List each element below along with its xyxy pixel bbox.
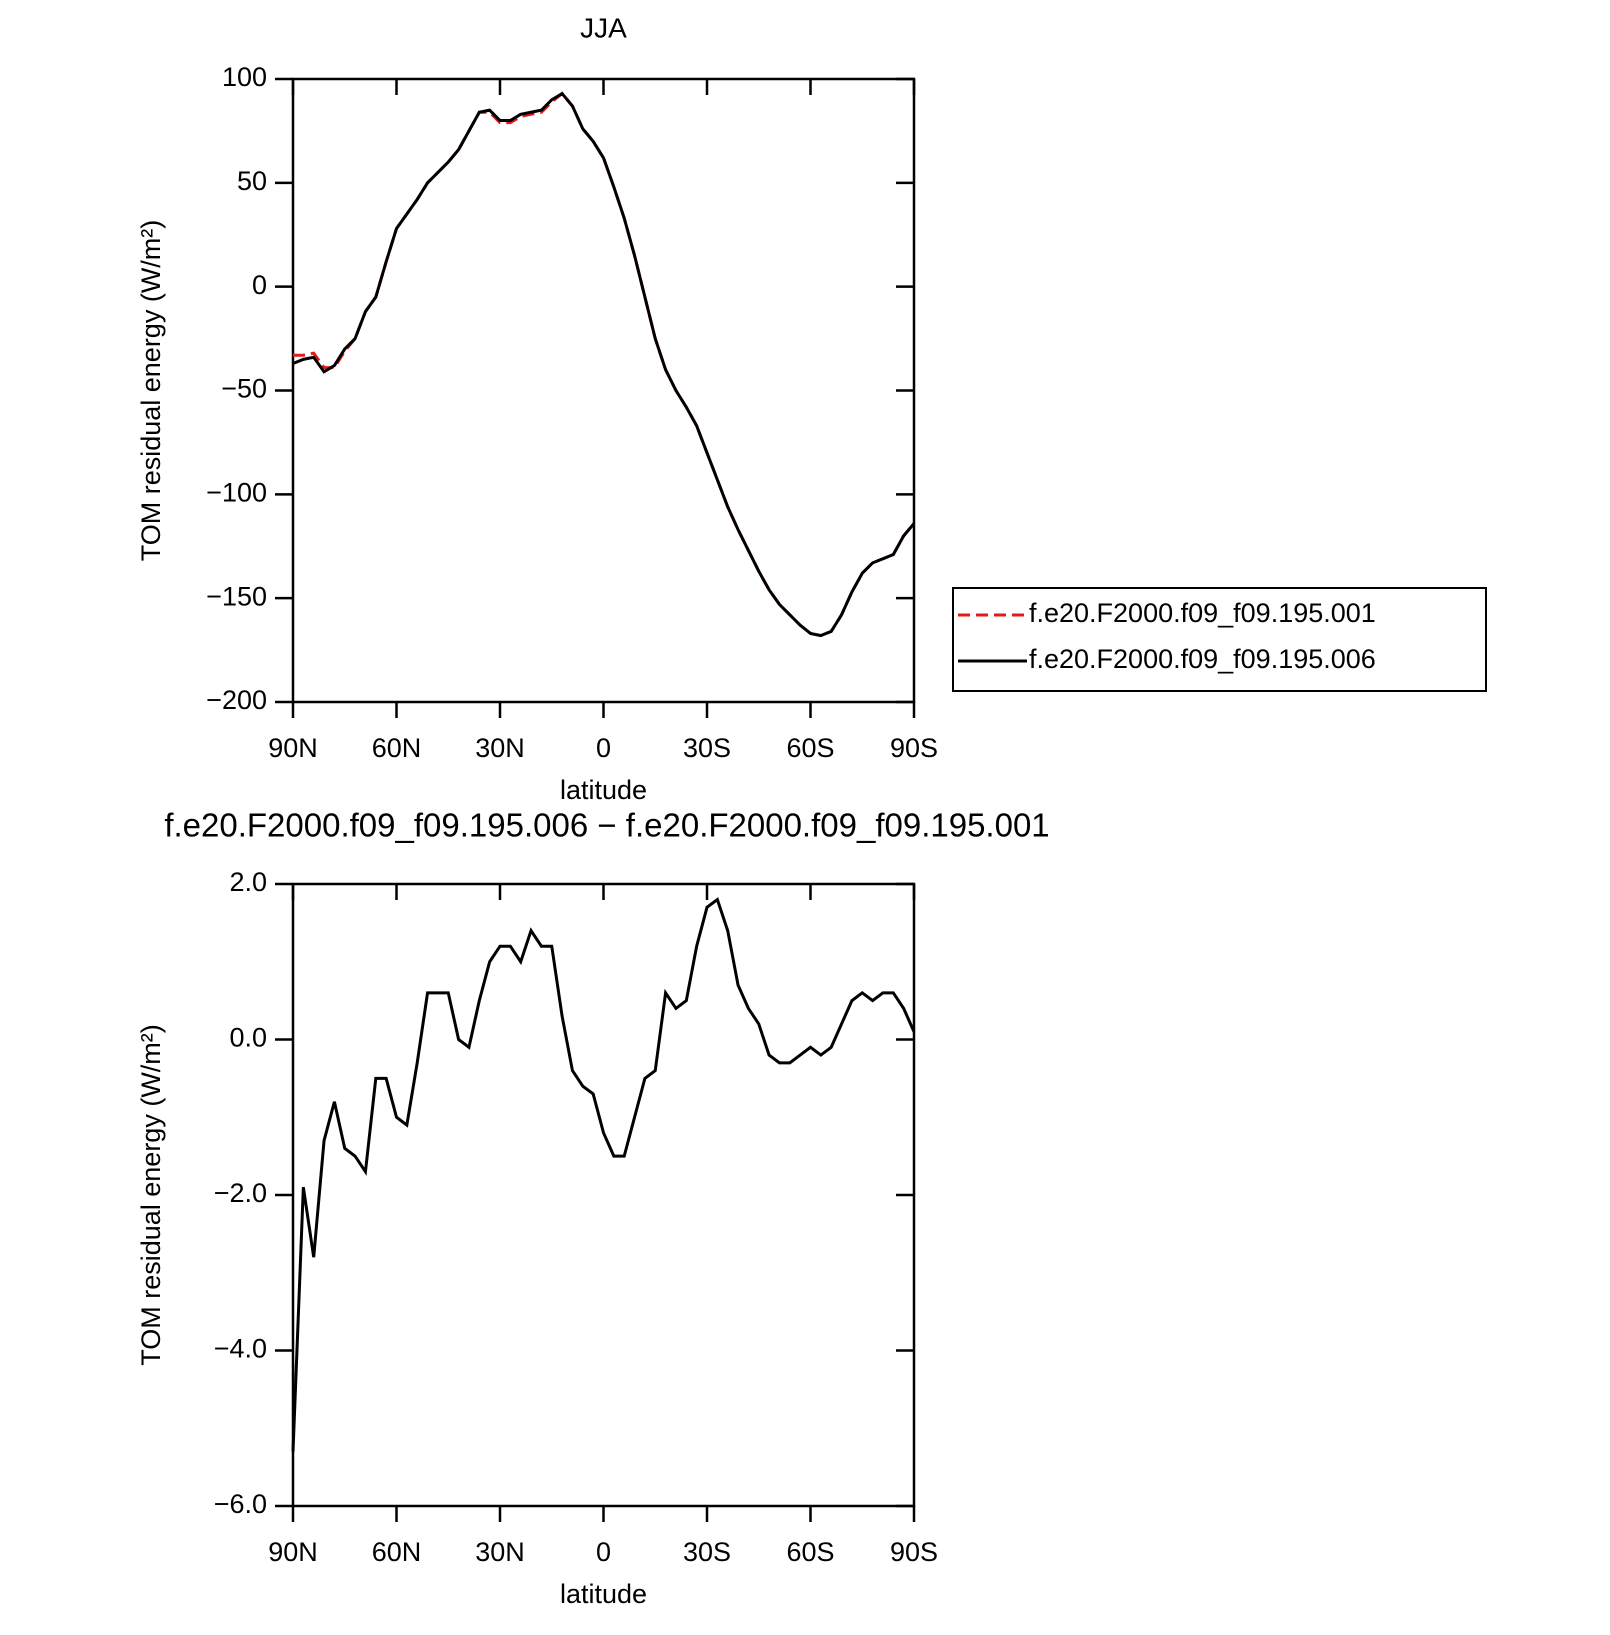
y-tick-label: 0.0	[229, 1023, 267, 1053]
x-tick-label: 30N	[475, 733, 525, 763]
x-tick-label: 30N	[475, 1537, 525, 1567]
x-tick-label: 90S	[890, 733, 938, 763]
x-tick-label: 60N	[372, 1537, 422, 1567]
y-tick-label: −50	[221, 374, 267, 404]
x-axis-label: latitude	[560, 775, 647, 805]
y-tick-label: 100	[222, 62, 267, 92]
x-tick-label: 30S	[683, 1537, 731, 1567]
data-line	[292, 91, 916, 638]
legend-label: f.e20.F2000.f09_f09.195.001	[1029, 598, 1376, 628]
x-tick-label: 30S	[683, 733, 731, 763]
y-tick-label: −100	[206, 477, 267, 507]
y-tick-label: 50	[237, 166, 267, 196]
plot-frame	[291, 882, 916, 1508]
x-tick-label: 60N	[372, 733, 422, 763]
x-tick-label: 60S	[786, 1537, 834, 1567]
legend-box	[952, 587, 1487, 692]
data-line	[293, 91, 916, 638]
x-tick-label: 60S	[786, 733, 834, 763]
y-tick-label: −2.0	[214, 1178, 267, 1208]
y-tick-label: 2.0	[229, 867, 267, 897]
x-axis-label: latitude	[560, 1579, 647, 1609]
y-axis-label: TOM residual energy (W/m²)	[136, 1024, 166, 1366]
y-tick-label: −6.0	[214, 1489, 267, 1519]
chart-title: JJA	[580, 12, 627, 43]
plot-frame	[291, 77, 916, 704]
y-tick-label: −200	[206, 685, 267, 715]
x-tick-label: 0	[596, 733, 611, 763]
y-axis-label: TOM residual energy (W/m²)	[136, 220, 166, 562]
y-tick-label: −150	[206, 581, 267, 611]
x-tick-label: 90N	[268, 1537, 318, 1567]
y-tick-label: 0	[252, 270, 267, 300]
x-tick-label: 90S	[890, 1537, 938, 1567]
chart-title: f.e20.F2000.f09_f09.195.006 − f.e20.F200…	[164, 807, 1049, 844]
legend-label: f.e20.F2000.f09_f09.195.006	[1029, 644, 1376, 674]
x-tick-label: 0	[596, 1537, 611, 1567]
y-tick-label: −4.0	[214, 1334, 267, 1364]
data-line	[291, 897, 916, 1452]
x-tick-label: 90N	[268, 733, 318, 763]
